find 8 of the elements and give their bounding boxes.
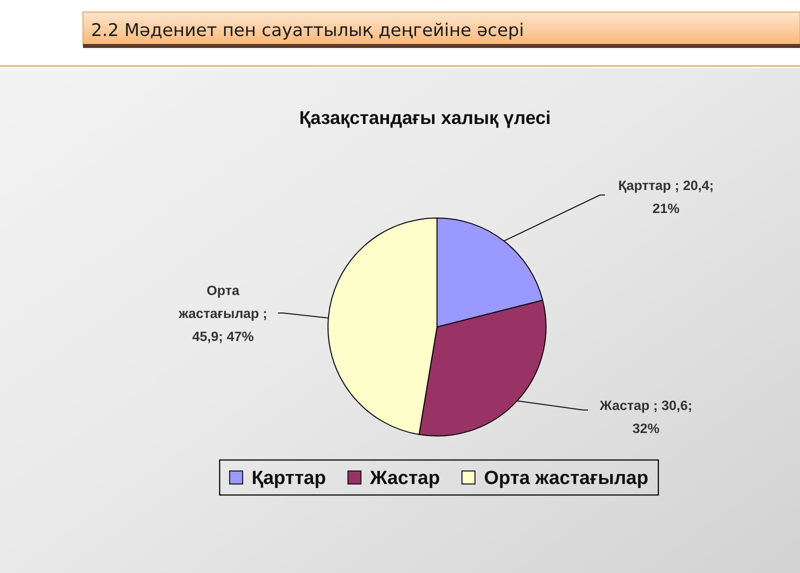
legend-label: Жастар [368, 468, 440, 489]
chart-subtitle: Қазақстандағы халық үлесі [299, 107, 551, 128]
data-label: Қарттар ; 20,4; 21% [618, 178, 714, 216]
legend-label: Қарттар [252, 468, 326, 489]
legend-label: Орта жастағылар [484, 468, 648, 489]
data-label: Жастар ; 30,6; 32% [598, 398, 692, 436]
data-label: Орта жастағылар ; 45,9; 47% [178, 283, 268, 344]
chart-title: 2.2 Мәдениет пен сауаттылық деңгейіне әсері [91, 21, 524, 41]
